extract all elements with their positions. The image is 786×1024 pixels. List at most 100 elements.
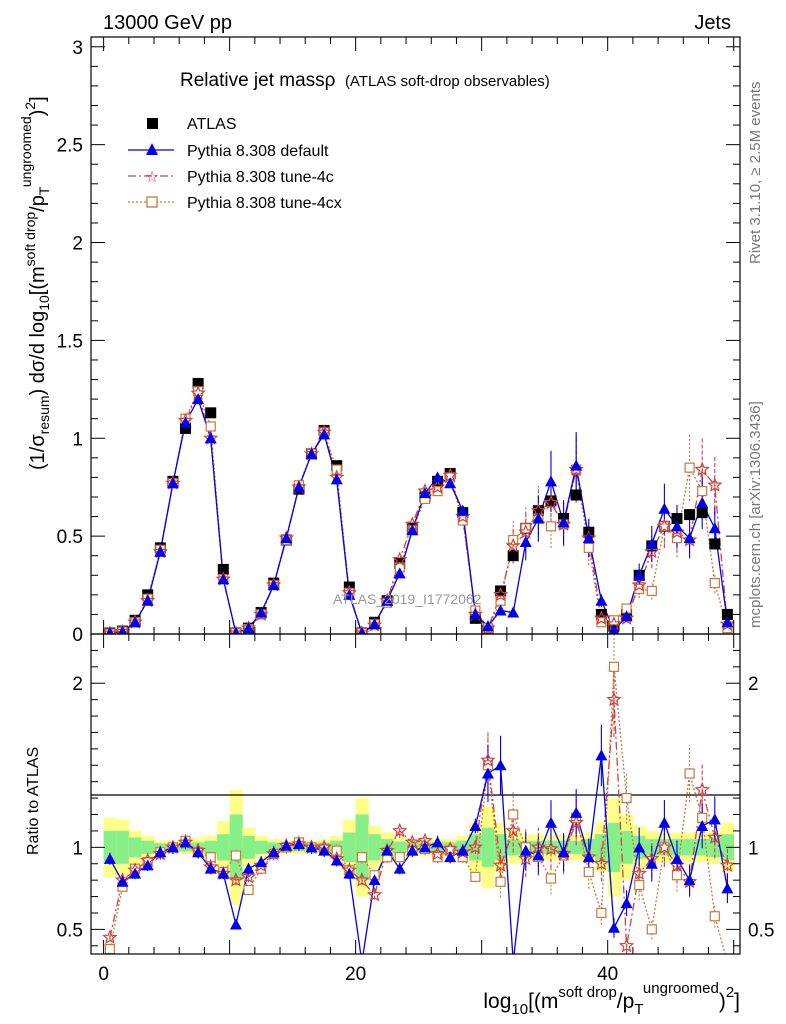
data-point-default <box>232 627 240 634</box>
ratio-band-green <box>343 832 357 863</box>
data-point-default <box>305 447 318 459</box>
ratio-point-tune4c <box>354 872 370 887</box>
chart-title-sub: (ATLAS soft-drop observables) <box>345 73 550 90</box>
data-point-default <box>658 502 671 514</box>
ratio-point-default <box>229 918 242 930</box>
data-point-tune4cx <box>432 486 443 497</box>
data-point-default <box>393 567 406 579</box>
ratio-point-tune4cx <box>709 911 720 922</box>
data-point-default <box>166 477 179 489</box>
ratio-point-default <box>620 897 633 909</box>
data-point-default <box>570 459 583 471</box>
y-tick-label: 3 <box>72 38 83 59</box>
ratio-point-tune4c <box>593 855 610 871</box>
data-point-tune4cx <box>684 462 695 473</box>
data-point-default <box>532 512 545 524</box>
data-point-tune4c <box>354 625 370 634</box>
ratio-point-tune4c <box>707 829 723 844</box>
ratio-point-default <box>217 867 230 879</box>
legend-label-tune4cx: Pythia 8.308 tune-4cx <box>187 195 342 212</box>
ratio-point-default <box>481 767 494 779</box>
ratio-point-tune4cx <box>495 876 506 887</box>
ratio-band-green <box>620 830 634 864</box>
ratio-point-default <box>267 846 280 858</box>
data-point-atlas <box>205 407 217 419</box>
y-tick-label: 0 <box>72 625 83 646</box>
data-point-default <box>708 522 721 534</box>
ratio-point-default <box>393 862 406 874</box>
data-point-default <box>645 537 658 549</box>
ratio-point-default <box>507 956 519 967</box>
data-point-tune4c <box>593 610 610 625</box>
data-point-default <box>192 393 205 405</box>
ratio-point-tune4cx <box>243 884 254 896</box>
legend-label-atlas: ATLAS <box>187 116 237 133</box>
ratio-point-tune4c <box>492 857 509 872</box>
y-axis-label-ratio: Ratio to ATLAS <box>25 747 42 855</box>
ratio-point-default <box>456 844 469 856</box>
ratio-point-default <box>544 816 557 828</box>
ratio-point-default <box>368 874 381 886</box>
data-point-default <box>292 481 305 493</box>
data-point-default <box>608 624 620 634</box>
data-point-default <box>204 432 217 444</box>
ratio-point-tune4cx <box>545 873 557 884</box>
y-tick-label: 2.5 <box>57 136 83 157</box>
ratio-point-default <box>418 841 431 853</box>
ratio-point-tune4c <box>719 857 736 872</box>
ratio-band-green <box>506 839 520 856</box>
data-point-default <box>456 504 469 516</box>
data-point-tune4cx <box>697 486 708 497</box>
ratio-y-tick-label-right: 1 <box>748 838 759 859</box>
data-point-default <box>381 594 394 606</box>
ratio-point-default <box>204 862 217 874</box>
data-point-default <box>696 496 709 508</box>
data-point-atlas <box>192 377 204 389</box>
data-point-tune4cx <box>583 542 594 553</box>
data-point-tune4c <box>429 479 446 494</box>
data-point-atlas <box>595 608 607 620</box>
data-point-atlas <box>684 509 696 521</box>
data-point-tune4c <box>694 461 710 477</box>
data-point-atlas <box>709 538 721 550</box>
data-point-default <box>280 532 293 544</box>
data-point-default <box>595 594 608 606</box>
ratio-point-default <box>305 841 318 853</box>
data-point-default <box>330 473 343 485</box>
ratio-point-tune4cx <box>104 943 116 954</box>
data-point-default <box>129 616 142 628</box>
ratio-band-green <box>128 837 142 858</box>
data-point-default <box>494 604 507 616</box>
ratio-band-green <box>242 835 256 859</box>
chart-title: Relative jet massρ (ATLAS soft-drop obse… <box>180 70 550 91</box>
ratio-band-green <box>103 830 117 864</box>
watermark: ATLAS_2019_I1772062 <box>333 591 482 607</box>
data-point-default <box>418 487 431 499</box>
ratio-point-default <box>708 813 721 825</box>
rivet-label: Rivet 3.1.10, ≥ 2.5M events <box>747 82 764 265</box>
y-tick-label: 1 <box>72 429 83 450</box>
ratio-point-default <box>330 854 343 866</box>
x-tick-label: 20 <box>345 964 366 985</box>
legend-marker-tune4cx <box>146 196 158 208</box>
ratio-point-default <box>595 749 608 761</box>
data-point-default <box>217 573 230 585</box>
data-point-default <box>406 524 419 536</box>
ratio-point-tune4c <box>518 850 534 866</box>
ratio-y-tick-label-right: 2 <box>748 674 759 695</box>
ratio-band-green <box>607 822 621 872</box>
ratio-point-tune4cx <box>230 850 242 861</box>
ratio-point-default <box>519 844 532 856</box>
ratio-point-default <box>469 820 482 831</box>
data-point-tune4c <box>631 577 647 592</box>
data-point-atlas <box>180 422 192 434</box>
data-point-default <box>267 579 280 591</box>
legend-label-tune4c: Pythia 8.308 tune-4c <box>187 169 334 186</box>
ratio-point-default <box>343 867 356 879</box>
data-point-tune4cx <box>596 617 607 628</box>
ratio-point-default <box>292 838 305 850</box>
data-point-tune4c <box>644 543 660 559</box>
x-tick-label: 0 <box>98 964 109 985</box>
ratio-band-green <box>217 834 231 861</box>
